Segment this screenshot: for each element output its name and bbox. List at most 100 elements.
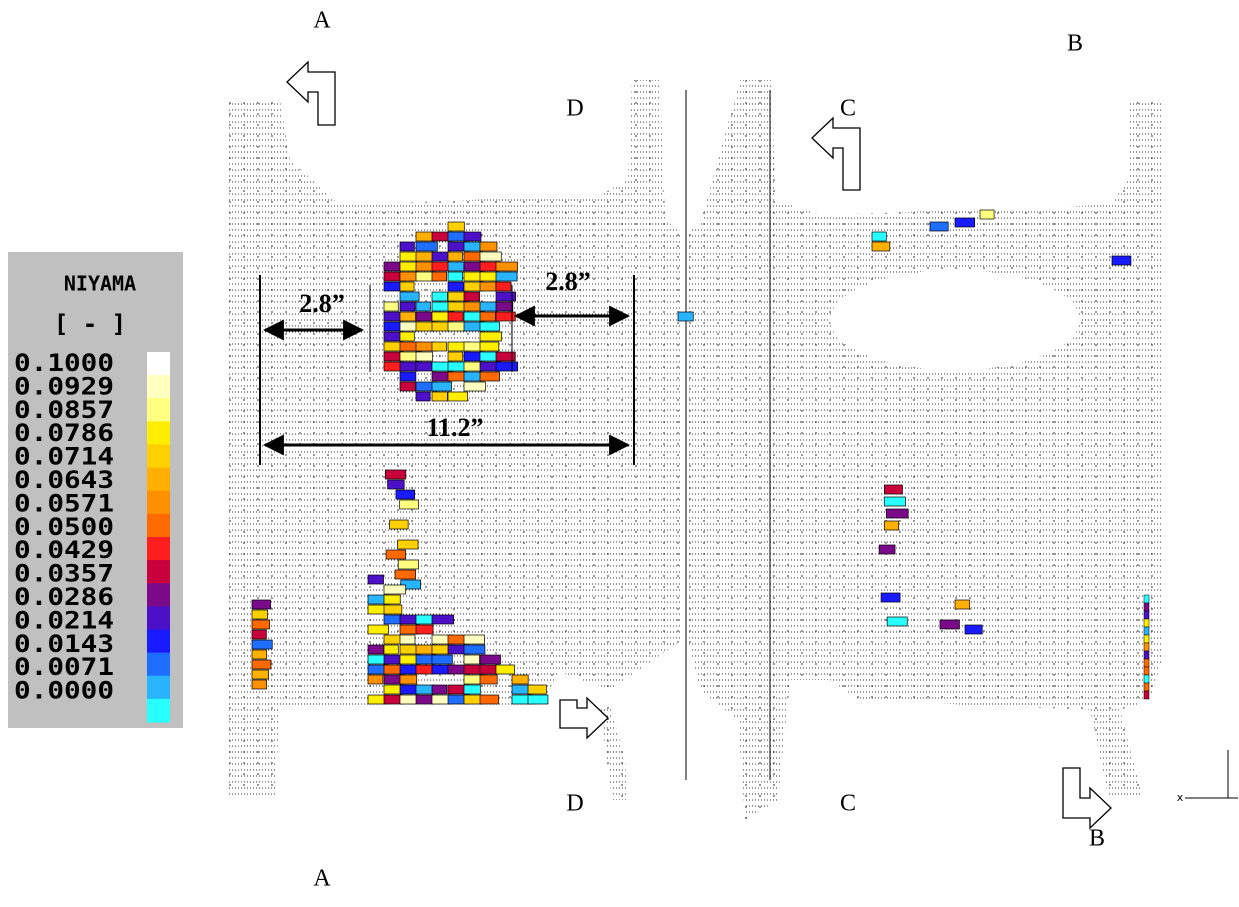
legend-swatch bbox=[147, 606, 170, 630]
legend-swatch bbox=[147, 375, 170, 399]
cell bbox=[480, 302, 497, 311]
cell bbox=[384, 605, 402, 614]
axis-triad bbox=[1185, 750, 1238, 798]
dim-label: 2.8” bbox=[545, 267, 591, 296]
cell bbox=[884, 521, 898, 530]
cell bbox=[416, 262, 432, 271]
section-label: D bbox=[566, 791, 583, 817]
cell bbox=[252, 600, 271, 609]
cell bbox=[955, 600, 970, 609]
cell bbox=[448, 635, 465, 644]
cell bbox=[432, 272, 447, 281]
cell bbox=[400, 615, 418, 624]
section-label: A bbox=[313, 866, 331, 892]
cell bbox=[528, 695, 548, 704]
legend-swatch bbox=[147, 514, 170, 538]
cell bbox=[480, 312, 495, 321]
cell bbox=[432, 262, 449, 271]
cell bbox=[448, 282, 464, 291]
cell bbox=[400, 282, 414, 291]
cell bbox=[464, 645, 485, 654]
cell bbox=[398, 540, 419, 549]
cell bbox=[464, 252, 482, 261]
cell bbox=[416, 685, 434, 694]
section-label: C bbox=[840, 96, 856, 122]
cell bbox=[416, 252, 433, 261]
section-label: B bbox=[1067, 31, 1083, 57]
cell bbox=[252, 630, 266, 639]
cell bbox=[448, 222, 464, 231]
cell bbox=[1144, 595, 1149, 603]
cell bbox=[432, 685, 447, 694]
cell bbox=[480, 282, 496, 291]
cell bbox=[252, 680, 267, 689]
cell bbox=[872, 242, 890, 251]
legend-swatch bbox=[147, 630, 170, 654]
cell bbox=[464, 382, 485, 391]
cell bbox=[464, 362, 481, 371]
cell bbox=[416, 392, 430, 401]
cell bbox=[400, 312, 416, 321]
legend-swatch bbox=[147, 421, 170, 445]
cell bbox=[1144, 651, 1149, 659]
cell bbox=[480, 675, 497, 684]
cell bbox=[528, 685, 546, 694]
cell bbox=[384, 362, 401, 371]
cell bbox=[432, 342, 446, 351]
cell bbox=[400, 372, 416, 381]
cell bbox=[464, 232, 481, 241]
legend: NIYAMA [ - ] 0.10000.09290.08570.07860.0… bbox=[8, 252, 183, 728]
cell bbox=[384, 262, 401, 271]
cell bbox=[884, 485, 902, 494]
cell bbox=[384, 272, 400, 281]
cell bbox=[464, 685, 480, 694]
mesh-left bbox=[220, 80, 690, 820]
cell bbox=[388, 480, 405, 489]
cell bbox=[395, 570, 416, 579]
cell bbox=[879, 545, 895, 554]
cell bbox=[400, 262, 418, 271]
cell bbox=[512, 675, 528, 684]
cell bbox=[416, 242, 437, 251]
cell bbox=[1144, 643, 1149, 651]
cell bbox=[480, 332, 502, 341]
legend-swatch bbox=[147, 537, 170, 561]
cell bbox=[368, 675, 383, 684]
cell bbox=[940, 620, 959, 629]
cell bbox=[448, 322, 465, 331]
cell bbox=[432, 322, 448, 331]
cell bbox=[1144, 691, 1149, 699]
cell bbox=[432, 382, 451, 391]
legend-swatch bbox=[147, 560, 170, 584]
cell bbox=[416, 665, 433, 674]
section-arrow bbox=[287, 62, 335, 125]
cell bbox=[448, 252, 462, 261]
cell bbox=[384, 595, 400, 604]
cell bbox=[384, 655, 400, 664]
cell bbox=[400, 272, 417, 281]
cell bbox=[480, 372, 499, 381]
cell bbox=[400, 302, 415, 311]
cell bbox=[480, 342, 499, 351]
cell bbox=[496, 362, 518, 371]
cell bbox=[464, 675, 481, 684]
cell bbox=[416, 232, 434, 241]
cell bbox=[884, 497, 905, 506]
cell bbox=[384, 615, 402, 624]
cell bbox=[448, 352, 463, 361]
cell bbox=[400, 382, 416, 391]
legend-swatch bbox=[147, 583, 170, 607]
dim-label: 2.8” bbox=[299, 289, 345, 318]
cell bbox=[448, 392, 468, 401]
cell bbox=[384, 585, 406, 594]
cell bbox=[464, 655, 480, 664]
cell bbox=[1144, 667, 1149, 675]
cell bbox=[384, 312, 401, 321]
cell bbox=[432, 292, 448, 301]
cell bbox=[1144, 627, 1149, 635]
cell bbox=[955, 218, 975, 227]
cell bbox=[384, 322, 402, 331]
cell bbox=[930, 222, 948, 231]
legend-swatch bbox=[147, 398, 170, 422]
cell bbox=[448, 665, 464, 674]
